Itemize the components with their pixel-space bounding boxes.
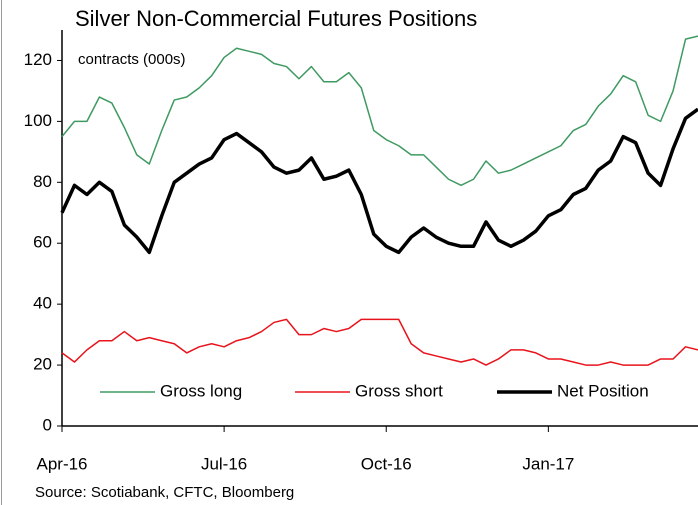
chart-subtitle: contracts (000s)	[78, 51, 186, 68]
series-line	[61, 318, 698, 366]
y-tick-label: 20	[33, 355, 52, 374]
legend-label: Gross short	[355, 381, 443, 400]
legend-label: Net Position	[557, 381, 649, 400]
x-tick-label: Oct-16	[361, 454, 412, 473]
y-tick-label: 120	[24, 50, 52, 69]
x-tick-label: Jul-16	[201, 454, 247, 473]
x-tick-label: Jan-17	[522, 454, 574, 473]
y-tick-label: 80	[33, 172, 52, 191]
y-tick-label: 60	[33, 233, 52, 252]
y-tick-label: 40	[33, 294, 52, 313]
series-line	[60, 107, 698, 255]
series-line	[61, 35, 698, 187]
x-tick-label: Apr-16	[36, 454, 87, 473]
y-tick-label: 100	[24, 111, 52, 130]
source: Source: Scotiabank, CFTC, Bloomberg	[35, 484, 294, 501]
chart-title: Silver Non-Commercial Futures Positions	[75, 6, 477, 31]
y-tick-label: 0	[43, 415, 52, 434]
legend-label: Gross long	[160, 381, 242, 400]
